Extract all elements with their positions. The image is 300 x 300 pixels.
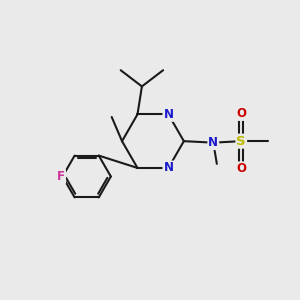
Text: O: O [236,107,246,120]
Text: F: F [57,170,65,183]
Text: N: N [164,161,173,174]
Text: S: S [236,135,246,148]
Text: N: N [164,108,173,121]
Text: O: O [236,162,246,175]
Text: N: N [208,136,218,149]
